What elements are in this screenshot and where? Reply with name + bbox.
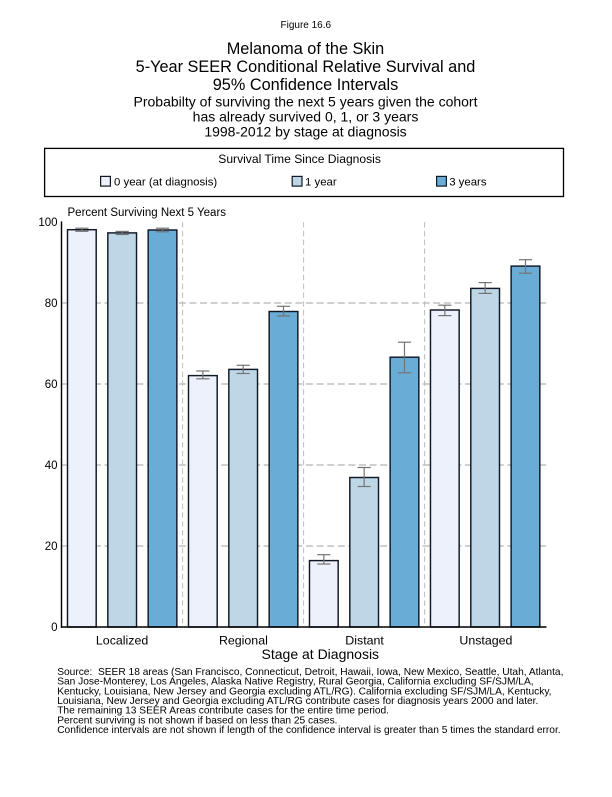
svg-text:100: 100 xyxy=(38,217,57,229)
svg-text:40: 40 xyxy=(45,460,58,472)
svg-text:0: 0 xyxy=(51,622,57,634)
svg-text:The remaining 13 SEER Areas co: The remaining 13 SEER Areas contribute c… xyxy=(57,706,389,717)
svg-text:San Jose-Monterey, Los Angeles: San Jose-Monterey, Los Angeles, Alaska N… xyxy=(57,677,533,688)
svg-text:Kentucky, Louisiana, New Jerse: Kentucky, Louisiana, New Jersey and Geor… xyxy=(57,686,551,697)
svg-text:Confidence intervals are not s: Confidence intervals are not shown if le… xyxy=(57,725,560,736)
svg-text:Louisiana, New Jersey and Geor: Louisiana, New Jersey and Georgia exclud… xyxy=(57,696,538,707)
svg-text:Distant: Distant xyxy=(345,634,384,648)
svg-text:3 years: 3 years xyxy=(449,177,487,189)
svg-text:has already survived 0, 1, or: has already survived 0, 1, or 3 years xyxy=(193,108,419,124)
svg-text:Source: SEER 18 areas (San Fr: Source: SEER 18 areas (San Francisco, Co… xyxy=(57,667,563,678)
svg-text:95% Confidence Intervals: 95% Confidence Intervals xyxy=(213,76,399,94)
svg-text:20: 20 xyxy=(45,541,58,553)
svg-text:Percent surviving is not shown: Percent surviving is not shown if based … xyxy=(57,715,337,726)
svg-text:Percent Surviving Next 5 Years: Percent Surviving Next 5 Years xyxy=(68,207,227,219)
svg-text:0 year (at diagnosis): 0 year (at diagnosis) xyxy=(114,177,217,189)
svg-text:60: 60 xyxy=(45,379,58,391)
svg-text:Regional: Regional xyxy=(219,634,268,648)
svg-text:1 year: 1 year xyxy=(305,177,337,189)
svg-text:Unstaged: Unstaged xyxy=(459,634,512,648)
svg-text:Stage at Diagnosis: Stage at Diagnosis xyxy=(262,646,380,662)
svg-text:Localized: Localized xyxy=(96,634,148,648)
svg-text:5-Year SEER Conditional Relati: 5-Year SEER Conditional Relative Surviva… xyxy=(136,58,476,76)
svg-text:80: 80 xyxy=(45,298,58,310)
svg-text:Probabilty of surviving the ne: Probabilty of surviving the next 5 years… xyxy=(134,93,478,109)
svg-text:Figure 16.6: Figure 16.6 xyxy=(281,20,332,31)
svg-text:Melanoma of the Skin: Melanoma of the Skin xyxy=(227,40,384,58)
svg-text:1998-2012 by stage at diagnosi: 1998-2012 by stage at diagnosis xyxy=(204,123,406,139)
svg-text:Survival Time Since Diagnosis: Survival Time Since Diagnosis xyxy=(218,152,381,166)
